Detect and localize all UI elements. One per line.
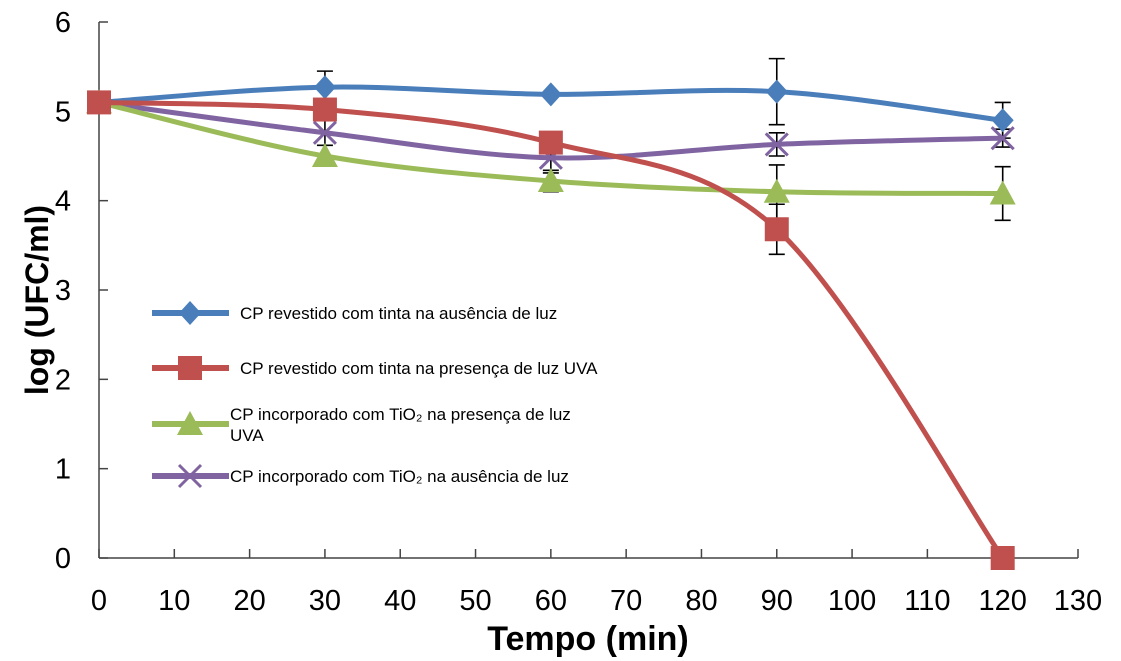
x-tick-label: 80 <box>685 585 717 617</box>
legend-label: CP incorporado com TiO₂ na presença de l… <box>230 405 571 445</box>
data-point <box>990 126 1015 151</box>
legend-swatch-marker <box>177 411 203 435</box>
x-tick-label: 90 <box>761 585 793 617</box>
y-tick-label: 4 <box>55 186 71 218</box>
y-tick-label: 1 <box>55 454 71 486</box>
series-2 <box>87 90 1015 570</box>
x-axis-title: Tempo (min) <box>487 620 688 658</box>
data-point <box>313 75 336 100</box>
y-tick-label: 6 <box>55 7 71 39</box>
x-tick-label: 60 <box>535 585 567 617</box>
data-point <box>764 217 789 242</box>
x-tick-label: 30 <box>309 585 341 617</box>
legend-label: CP incorporado com TiO₂ na ausência de l… <box>230 467 569 486</box>
marker-stroke <box>312 120 337 145</box>
y-axis-title: log (UFC/ml) <box>19 205 55 395</box>
y-tick-label: 0 <box>55 543 71 575</box>
series-line <box>96 99 1006 561</box>
data-point <box>537 168 564 193</box>
x-tick-label: 10 <box>158 585 190 617</box>
data-point <box>538 130 563 155</box>
data-point <box>539 82 562 107</box>
legend-label: CP revestido com tinta na presença de lu… <box>240 359 598 378</box>
data-point <box>312 120 337 145</box>
data-point <box>87 90 111 115</box>
marker-stroke <box>177 463 203 489</box>
x-tick-label: 20 <box>233 585 265 617</box>
legend-label: CP revestido com tinta na ausência de lu… <box>240 304 557 323</box>
x-tick-label: 130 <box>1054 585 1102 617</box>
data-point <box>991 108 1014 133</box>
x-tick-label: 120 <box>978 585 1026 617</box>
chart-legend: CP revestido com tinta na ausência de lu… <box>152 301 598 489</box>
x-tick-label: 100 <box>828 585 876 617</box>
legend-swatch-marker <box>177 463 203 489</box>
y-tick-label: 3 <box>55 275 71 307</box>
series-3 <box>86 89 1016 205</box>
data-point <box>763 178 790 203</box>
data-point <box>764 132 789 157</box>
marker-stroke <box>990 126 1015 151</box>
y-tick-label: 5 <box>55 96 71 128</box>
legend-entry-3: CP incorporado com TiO₂ na presença de l… <box>152 405 571 445</box>
x-tick-label: 110 <box>904 585 950 617</box>
x-tick-label: 40 <box>384 585 416 617</box>
data-point <box>311 143 338 167</box>
legend-entry-1: CP revestido com tinta na ausência de lu… <box>152 301 557 325</box>
y-tick-label: 2 <box>55 364 71 396</box>
legend-entry-2: CP revestido com tinta na presença de lu… <box>152 356 598 380</box>
x-tick-label: 50 <box>459 585 491 617</box>
legend-swatch-marker <box>179 301 201 325</box>
data-point <box>989 180 1016 205</box>
x-tick-label: 70 <box>610 585 642 617</box>
legend-entry-4: CP incorporado com TiO₂ na ausência de l… <box>152 463 569 489</box>
data-point <box>990 546 1015 570</box>
x-tick-label: 0 <box>91 585 107 617</box>
chart-axes: 0 10 20 30 40 50 60 70 80 90 100 110 120 130 0 1 2 3 4 5 6 <box>55 7 1102 617</box>
chart-series <box>86 57 1016 570</box>
marker-stroke <box>764 132 789 157</box>
legend-swatch-marker <box>178 356 202 380</box>
data-point <box>312 97 337 122</box>
data-point <box>765 79 788 104</box>
